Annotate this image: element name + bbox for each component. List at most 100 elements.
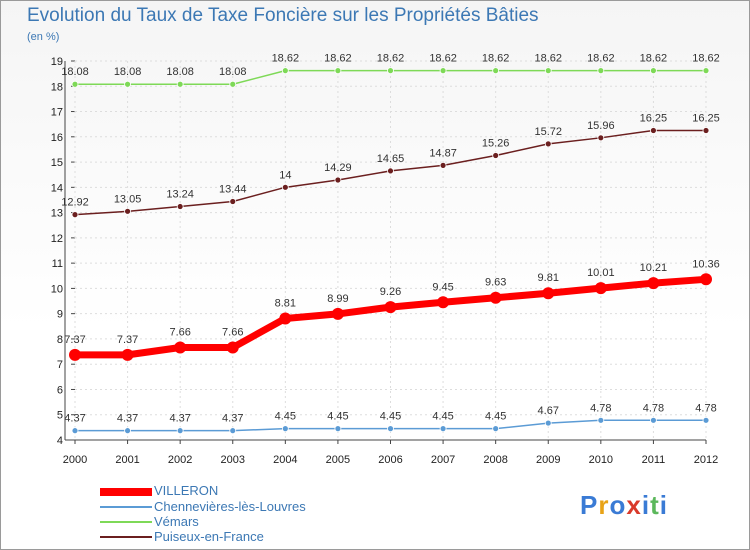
point-v-mars-2008 [492,67,500,75]
point-chennevi-res-l-s-louvres-2009 [544,419,552,427]
data-label-puiseux-en-france-2001: 13.05 [114,193,142,205]
x-tick-2012: 2012 [694,454,718,466]
data-label-villeron-2011: 10.21 [640,262,668,274]
brand-letter: r [598,490,610,520]
point-villeron-2003 [226,341,239,354]
brand-logo: Proxiti [580,490,668,521]
data-label-chennevi-res-l-s-louvres-2012: 4.78 [695,402,716,414]
data-label-puiseux-en-france-2012: 16.25 [692,112,720,124]
data-label-v-mars-2009: 18.62 [534,53,562,65]
data-label-puiseux-en-france-2011: 16.25 [640,112,668,124]
point-chennevi-res-l-s-louvres-2007 [439,425,447,433]
x-tick-2010: 2010 [589,454,613,466]
data-label-puiseux-en-france-2004: 14 [279,169,291,181]
data-label-v-mars-2003: 18.08 [219,66,247,78]
point-chennevi-res-l-s-louvres-2008 [492,425,500,433]
data-label-villeron-2003: 7.66 [222,327,243,339]
brand-letter: i [641,490,651,520]
x-tick-2004: 2004 [273,454,297,466]
point-villeron-2004 [279,312,292,325]
data-label-v-mars-2005: 18.62 [324,53,352,65]
legend-swatch-vemars [100,521,152,523]
y-tick-17: 17 [51,107,63,119]
point-v-mars-2007 [439,67,447,75]
legend-label-chennevieres: Chennevières-lès-Louvres [154,499,306,514]
brand-letter: o [609,490,627,520]
data-label-v-mars-2007: 18.62 [429,53,457,65]
data-label-v-mars-2012: 18.62 [692,53,720,65]
x-tick-2009: 2009 [536,454,560,466]
point-puiseux-en-france-2008 [492,152,500,159]
data-label-chennevi-res-l-s-louvres-2000: 4.37 [64,413,85,425]
y-tick-14: 14 [51,182,63,194]
x-tick-2008: 2008 [483,454,507,466]
x-tick-2006: 2006 [378,454,402,466]
point-puiseux-en-france-2004 [281,183,289,191]
data-label-v-mars-2010: 18.62 [587,53,615,65]
data-label-v-mars-2000: 18.08 [61,66,89,78]
point-villeron-2006 [384,301,397,314]
data-label-villeron-2004: 8.81 [275,297,296,309]
point-puiseux-en-france-2012 [702,127,710,134]
point-puiseux-en-france-2009 [544,140,552,148]
y-tick-16: 16 [51,132,63,144]
chart-title: Evolution du Taux de Taxe Foncière sur l… [27,5,539,26]
x-tick-2001: 2001 [115,454,139,466]
data-label-villeron-2002: 7.66 [169,327,190,339]
data-label-chennevi-res-l-s-louvres-2002: 4.37 [169,413,190,425]
point-villeron-2007 [437,296,450,309]
y-tick-6: 6 [57,384,63,396]
point-v-mars-2004 [281,67,289,75]
data-label-v-mars-2008: 18.62 [482,53,510,65]
data-label-chennevi-res-l-s-louvres-2011: 4.78 [643,402,664,414]
data-label-villeron-2001: 7.37 [117,334,138,346]
point-chennevi-res-l-s-louvres-2001 [124,427,131,435]
legend-label-puiseux: Puiseux-en-France [154,529,264,544]
legend-swatch-puiseux [100,536,152,538]
point-chennevi-res-l-s-louvres-2012 [702,416,710,424]
data-label-puiseux-en-france-2002: 13.24 [166,189,194,201]
x-tick-2005: 2005 [326,454,350,466]
data-label-villeron-2000: 7.37 [64,334,85,346]
legend-label-villeron: VILLERON [154,483,219,498]
y-tick-7: 7 [57,359,63,371]
data-label-v-mars-2011: 18.62 [640,53,668,65]
point-chennevi-res-l-s-louvres-2010 [597,416,605,424]
point-v-mars-2009 [544,67,552,75]
y-tick-5: 5 [57,410,63,422]
point-puiseux-en-france-2000 [71,211,79,219]
point-v-mars-2012 [702,67,710,75]
point-v-mars-2001 [124,80,131,88]
data-label-chennevi-res-l-s-louvres-2006: 4.45 [380,411,401,423]
point-chennevi-res-l-s-louvres-2005 [334,425,342,433]
point-villeron-2000 [69,348,81,361]
data-label-puiseux-en-france-2005: 14.29 [324,162,352,174]
brand-letter: x [626,490,642,520]
data-label-villeron-2006: 9.26 [380,286,401,298]
y-tick-18: 18 [51,81,63,93]
brand-letter: i [659,490,668,520]
point-chennevi-res-l-s-louvres-2004 [281,425,289,433]
point-chennevi-res-l-s-louvres-2003 [229,427,237,435]
data-label-villeron-2007: 9.45 [432,281,453,293]
data-label-v-mars-2004: 18.62 [272,53,300,65]
data-label-chennevi-res-l-s-louvres-2004: 4.45 [275,411,296,423]
y-tick-4: 4 [57,435,63,447]
y-tick-9: 9 [57,309,63,321]
y-tick-12: 12 [51,233,63,245]
legend-item-chennevieres: Chennevières-lès-Louvres [100,499,360,514]
data-label-villeron-2005: 8.99 [327,293,348,305]
legend-item-vemars: Vémars [100,514,360,529]
point-v-mars-2002 [176,80,184,88]
unit-label: (en %) [27,31,60,43]
point-puiseux-en-france-2010 [597,134,605,142]
data-label-villeron-2009: 9.81 [538,272,559,284]
data-label-puiseux-en-france-2010: 15.96 [587,120,615,132]
point-v-mars-2003 [229,80,237,88]
brand-letter: t [650,490,660,520]
data-label-v-mars-2006: 18.62 [377,53,405,65]
y-tick-19: 19 [51,56,63,68]
point-villeron-2009 [542,287,555,300]
point-chennevi-res-l-s-louvres-2000 [71,427,79,435]
data-label-chennevi-res-l-s-louvres-2010: 4.78 [590,402,611,414]
